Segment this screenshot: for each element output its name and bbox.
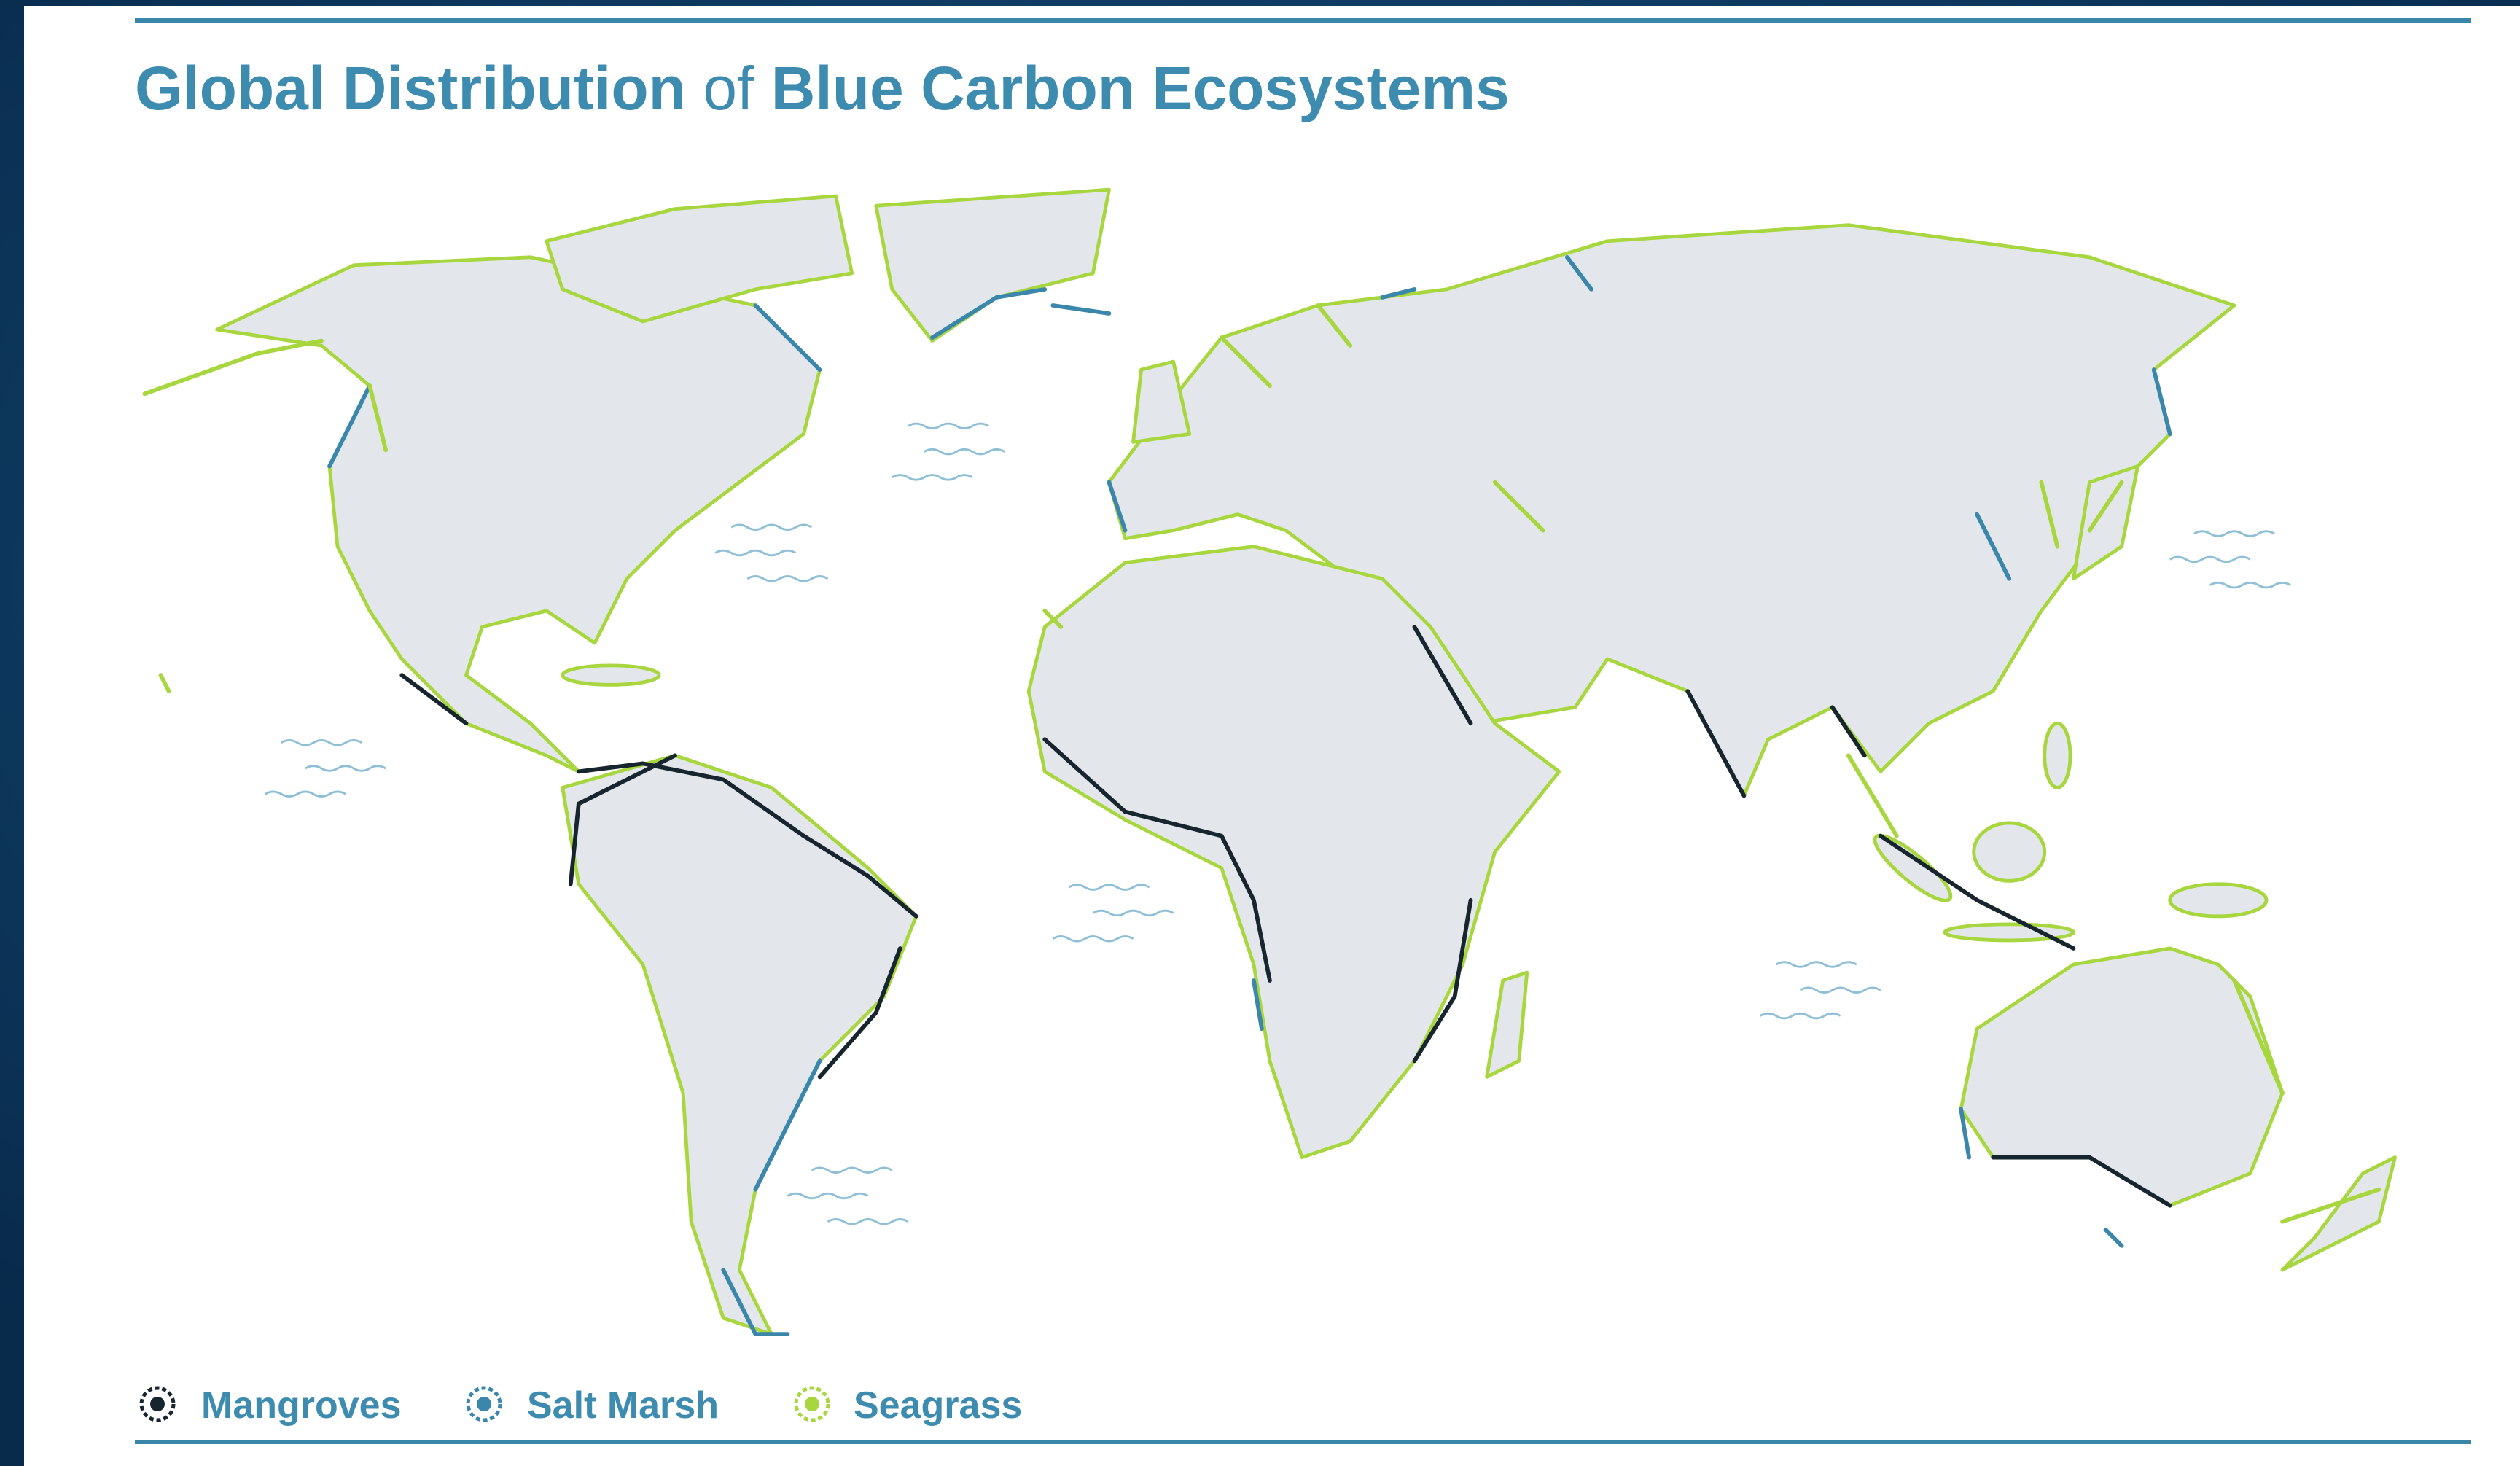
island (1974, 823, 2045, 881)
legend-label: Salt Marsh (527, 1384, 719, 1427)
island (2170, 884, 2266, 916)
title-part: Global Distribution (135, 54, 686, 122)
map-figure: Global Distribution of Blue Carbon Ecosy… (0, 0, 2520, 1466)
page: Global Distribution of Blue Carbon Ecosy… (0, 0, 2520, 1466)
island (563, 666, 659, 685)
title: Global Distribution of Blue Carbon Ecosy… (135, 54, 1510, 122)
title-part: Blue Carbon Ecosystems (771, 54, 1510, 122)
title-part: of (703, 54, 754, 122)
legend-label: Mangroves (201, 1384, 402, 1427)
legend-label: Seagrass (854, 1384, 1022, 1427)
legend: Mangroves Salt Marsh Seagrass (141, 1384, 1022, 1427)
island (2045, 723, 2070, 787)
